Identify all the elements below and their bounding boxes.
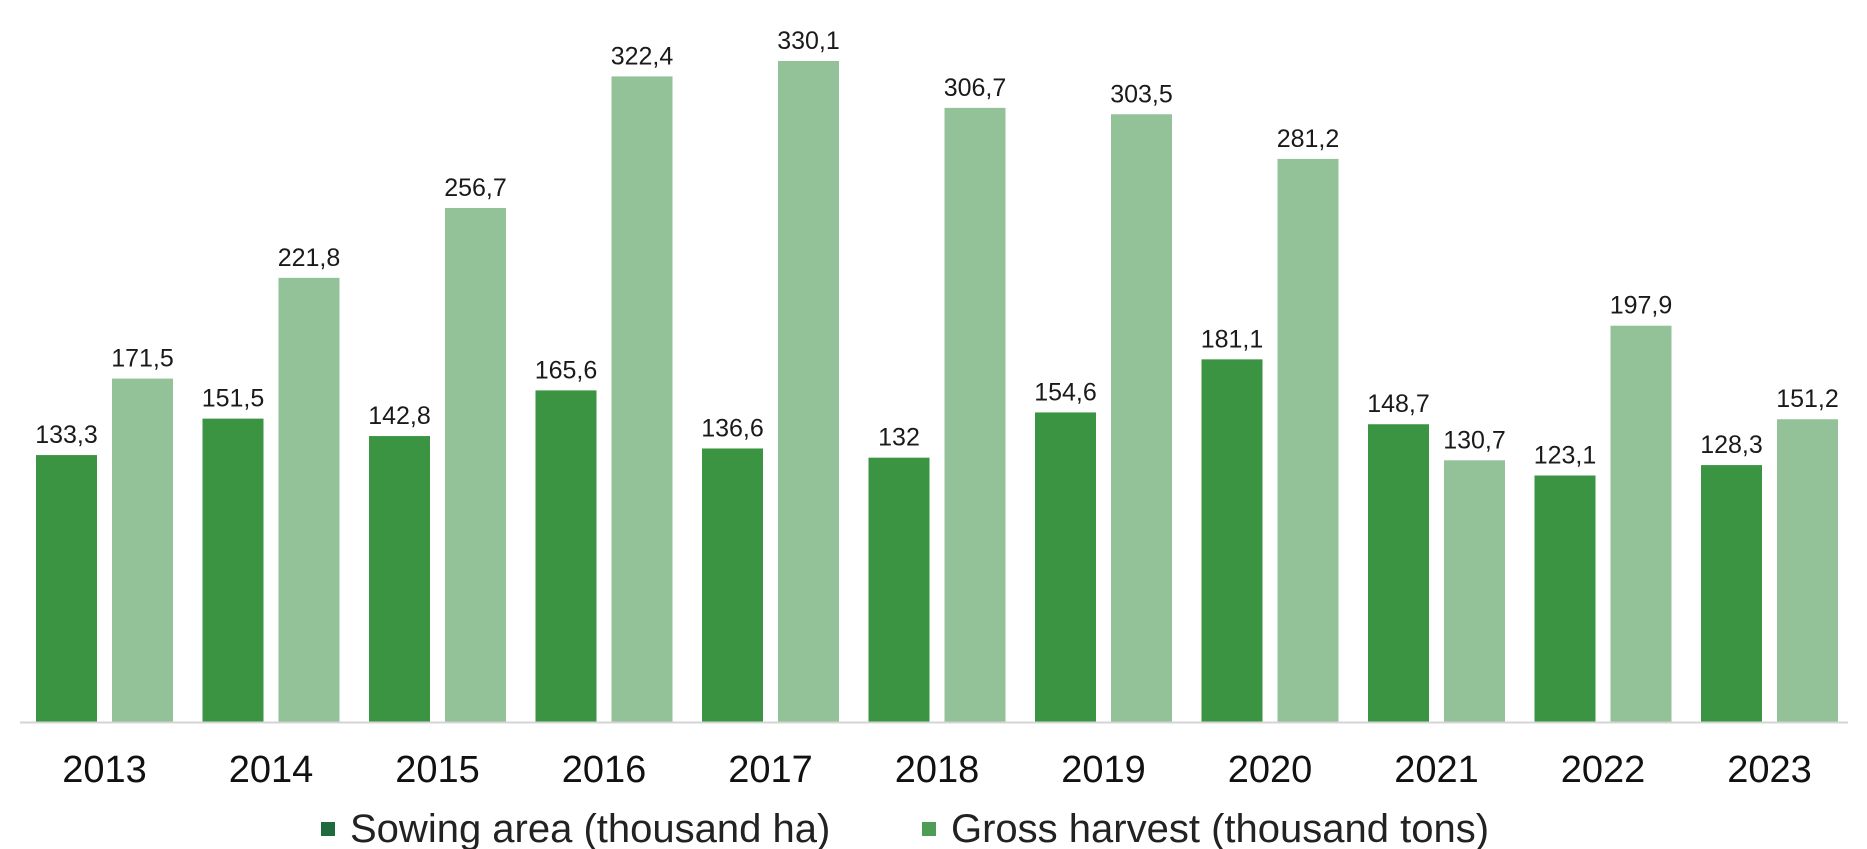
x-tick-label-2013: 2013 [62,749,147,791]
gross-harvest-bar-2013 [112,378,173,722]
sowing-area-bar-2017 [702,448,763,722]
gross-harvest-value-label-2014: 221,8 [278,244,341,272]
sowing-area-value-label-2023: 128,3 [1700,431,1763,459]
x-tick-label-2018: 2018 [895,749,980,791]
gross-harvest-value-label-2015: 256,7 [444,174,507,202]
sowing-area-value-label-2017: 136,6 [701,414,764,442]
gross-harvest-bar-2015 [445,207,506,722]
bars-layer [36,61,1838,723]
gross-harvest-value-label-2019: 303,5 [1110,80,1173,108]
x-tick-label-2023: 2023 [1727,749,1812,791]
legend: Sowing area (thousand ha) Gross harvest (… [321,807,1489,849]
sowing-area-bar-2020 [1201,359,1263,722]
gross-harvest-value-label-2018: 306,7 [944,74,1007,102]
x-tick-label-2016: 2016 [562,749,647,791]
gross-harvest-bar-2022 [1610,325,1672,722]
x-tick-label-2020: 2020 [1228,749,1313,791]
sowing-area-bar-2019 [1035,412,1096,722]
sowing-area-bar-2015 [369,436,430,722]
sowing-area-value-label-2018: 132 [878,424,920,452]
x-tick-label-2022: 2022 [1561,749,1646,791]
x-tick-label-2014: 2014 [229,749,314,791]
x-tick-label-2015: 2015 [395,749,480,791]
x-tick-label-2021: 2021 [1394,749,1479,791]
sowing-area-value-label-2015: 142,8 [368,402,431,430]
gross-harvest-bar-2020 [1277,158,1339,722]
sowing-area-value-label-2021: 148,7 [1367,390,1430,418]
sowing-area-value-label-2019: 154,6 [1034,378,1097,406]
legend-label-gross-harvest: Gross harvest (thousand tons) [951,807,1489,849]
gross-harvest-value-label-2021: 130,7 [1443,426,1506,454]
gross-harvest-bar-2021 [1444,460,1505,722]
sowing-area-value-label-2020: 181,1 [1201,325,1264,353]
sowing-area-bar-2013 [36,455,97,722]
gross-harvest-value-label-2016: 322,4 [611,42,674,70]
gross-harvest-bar-2018 [944,107,1006,723]
gross-harvest-bar-2017 [778,61,839,722]
gross-harvest-bar-2019 [1111,114,1172,722]
x-tick-label-2019: 2019 [1061,749,1146,791]
sowing-area-value-label-2016: 165,6 [535,356,598,384]
sowing-area-value-label-2022: 123,1 [1534,442,1597,470]
sowing-area-bar-2023 [1701,465,1762,722]
x-tick-labels-layer: 2013 2014 2015 2016 2017 2018 2019 2020 2021 2022… [62,749,1812,791]
gross-harvest-value-label-2013: 171,5 [111,345,174,373]
sowing-area-bar-2018 [868,457,930,722]
sowing-area-bar-2022 [1534,475,1596,722]
sowing-area-value-label-2013: 133,3 [35,421,98,449]
sowing-area-bar-2016 [535,390,597,722]
x-tick-label-2017: 2017 [728,749,813,791]
gross-harvest-bar-2016 [611,76,673,723]
sowing-area-value-label-2014: 151,5 [202,385,265,413]
gross-harvest-value-label-2017: 330,1 [777,27,840,55]
gross-harvest-bar-2014 [278,277,340,722]
gross-harvest-bar-2023 [1777,419,1838,722]
gross-harvest-value-label-2022: 197,9 [1610,292,1673,320]
gross-harvest-value-label-2020: 281,2 [1277,125,1340,153]
gross-harvest-value-label-2023: 151,2 [1776,385,1839,413]
legend-swatch-sowing-area [321,822,335,836]
data-labels-layer: 133,3 171,5 151,5 221,8 142,8 256,7 165,6 322,4… [35,27,1839,470]
legend-swatch-gross-harvest [922,822,936,836]
sowing-area-bar-2021 [1368,424,1429,722]
sowing-area-bar-2014 [202,418,264,722]
legend-label-sowing-area: Sowing area (thousand ha) [350,807,830,849]
